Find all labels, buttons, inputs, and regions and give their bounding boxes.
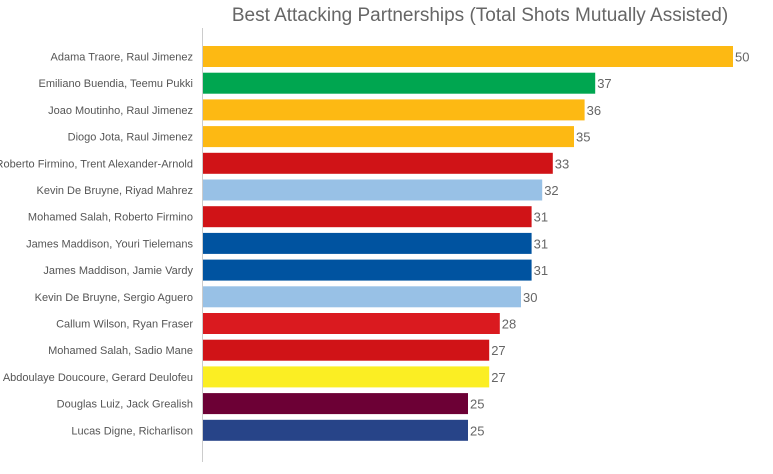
value-label: 31: [534, 263, 548, 278]
value-label: 25: [470, 423, 484, 438]
chart-title: Best Attacking Partnerships (Total Shots…: [232, 5, 728, 26]
category-label: Callum Wilson, Ryan Fraser: [56, 319, 193, 331]
value-label: 50: [735, 50, 749, 65]
value-label: 33: [555, 156, 569, 171]
bar: [203, 419, 468, 441]
bars-layer: Adama Traore, Raul Jimenez 50 Emiliano Bue…: [0, 46, 749, 441]
bar: [203, 286, 521, 308]
category-label: James Maddison, Youri Tielemans: [26, 238, 193, 250]
category-label: Joao Moutinho, Raul Jimenez: [48, 105, 193, 117]
bar: [203, 366, 490, 388]
category-label: Douglas Luiz, Jack Grealish: [57, 399, 193, 411]
category-label: Mohamed Salah, Sadio Mane: [48, 345, 193, 357]
value-label: 37: [597, 76, 611, 91]
bar: [203, 206, 532, 228]
bar: [203, 232, 532, 254]
category-label: Roberto Firmino, Trent Alexander-Arnold: [0, 158, 193, 170]
value-label: 30: [523, 290, 537, 305]
category-label: Emiliano Buendia, Teemu Pukki: [39, 78, 194, 90]
value-label: 31: [534, 236, 548, 251]
value-label: 35: [576, 130, 590, 145]
bar: [203, 152, 553, 174]
bar: [203, 259, 532, 281]
bar: [203, 179, 543, 201]
bar: [203, 99, 585, 121]
category-label: Lucas Digne, Richarlison: [71, 425, 193, 437]
category-label: Kevin De Bruyne, Riyad Mahrez: [36, 185, 193, 197]
value-label: 28: [502, 317, 516, 332]
value-label: 27: [491, 343, 505, 358]
value-label: 32: [544, 183, 558, 198]
category-label: Adama Traore, Raul Jimenez: [51, 52, 193, 64]
bar: [203, 126, 574, 148]
category-label: Mohamed Salah, Roberto Firmino: [28, 212, 193, 224]
bar: [203, 339, 490, 361]
bar: [203, 72, 596, 94]
category-label: Diogo Jota, Raul Jimenez: [68, 132, 193, 144]
value-label: 27: [491, 370, 505, 385]
bar: [203, 393, 468, 415]
category-label: Kevin De Bruyne, Sergio Aguero: [35, 292, 193, 304]
value-label: 31: [534, 210, 548, 225]
bar: [203, 46, 733, 67]
value-label: 25: [470, 397, 484, 412]
category-label: James Maddison, Jamie Vardy: [43, 265, 193, 277]
value-label: 36: [587, 103, 601, 118]
category-label: Abdoulaye Doucoure, Gerard Deulofeu: [3, 372, 193, 384]
bar: [203, 313, 500, 334]
